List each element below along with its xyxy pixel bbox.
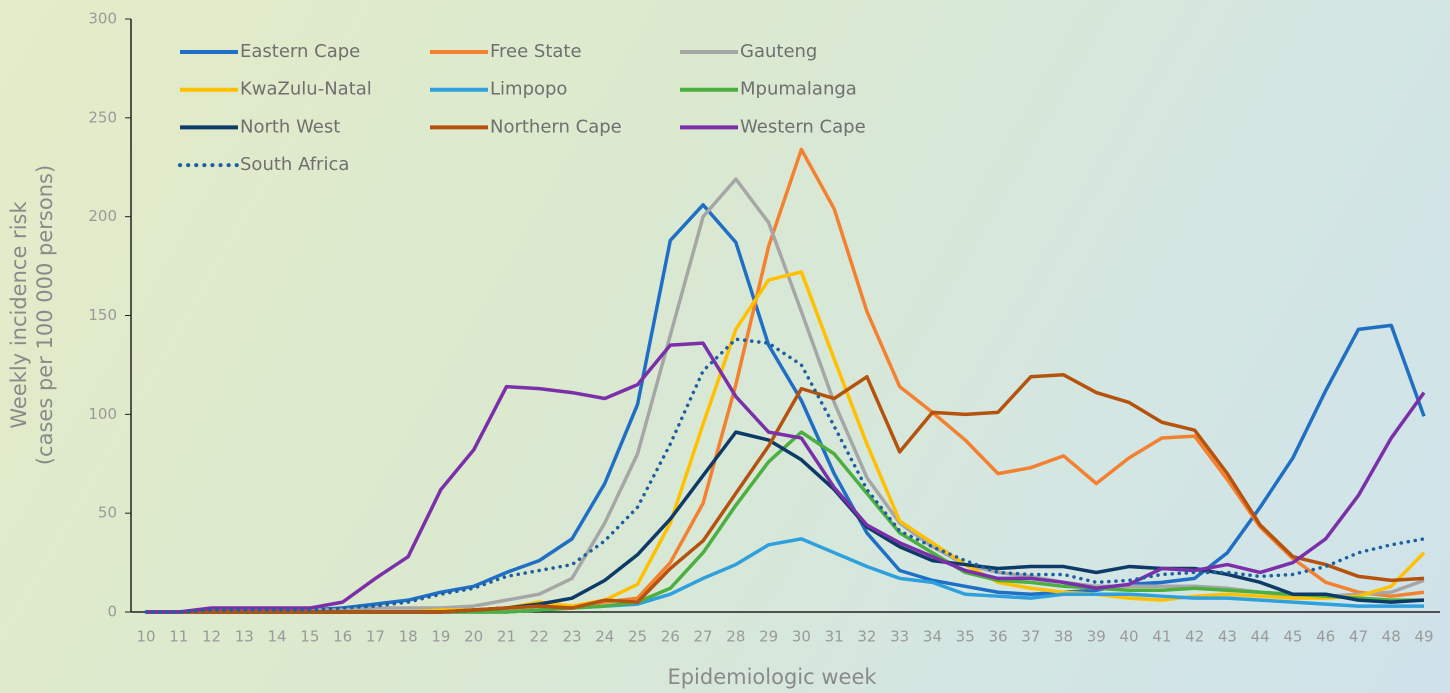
x-tick-label: 42 — [1185, 628, 1204, 646]
series-line — [146, 270, 1426, 614]
y-tick-label: 50 — [98, 504, 117, 522]
x-tick-label: 40 — [1120, 628, 1139, 646]
x-tick-label: 43 — [1218, 628, 1237, 646]
legend-label: Gauteng — [740, 41, 817, 62]
y-tick-label: 0 — [107, 603, 117, 621]
legend-label: Limpopo — [490, 79, 567, 100]
legend-label: North West — [240, 116, 340, 137]
x-tick-label: 44 — [1251, 628, 1270, 646]
x-tick-label: 48 — [1382, 628, 1401, 646]
legend-label: Mpumalanga — [740, 79, 857, 100]
x-tick-label: 41 — [1152, 628, 1171, 646]
y-axis-title: Weekly incidence risk — [7, 201, 31, 429]
x-tick-label: 20 — [464, 628, 483, 646]
x-tick-label: 37 — [1021, 628, 1040, 646]
x-tick-label: 10 — [136, 628, 155, 646]
x-axis-title: Epidemiologic week — [667, 665, 877, 689]
x-tick-label: 29 — [759, 628, 778, 646]
x-tick-label: 35 — [956, 628, 975, 646]
x-tick-label: 47 — [1349, 628, 1368, 646]
y-tick-label: 300 — [88, 10, 117, 28]
x-tick-label: 36 — [988, 628, 1007, 646]
x-tick-label: 17 — [366, 628, 385, 646]
x-tick-label: 23 — [562, 628, 581, 646]
x-tick-label: 14 — [268, 628, 287, 646]
x-tick-label: 18 — [399, 628, 418, 646]
x-tick-label: 16 — [333, 628, 352, 646]
y-tick-label: 100 — [88, 405, 117, 423]
y-axis-title: (cases per 100 000 persons) — [33, 165, 57, 465]
legend-label: Northern Cape — [490, 116, 622, 137]
legend-label: Free State — [490, 41, 582, 62]
x-tick-label: 31 — [825, 628, 844, 646]
x-tick-label: 39 — [1087, 628, 1106, 646]
series-line — [144, 337, 1426, 614]
x-tick-label: 22 — [530, 628, 549, 646]
series-line — [146, 373, 1425, 614]
x-tick-label: 25 — [628, 628, 647, 646]
x-tick-label: 34 — [923, 628, 942, 646]
series-line — [146, 430, 1424, 614]
x-tick-label: 26 — [661, 628, 680, 646]
x-tick-label: 27 — [694, 628, 713, 646]
x-tick-label: 28 — [726, 628, 745, 646]
y-tick-label: 200 — [88, 207, 117, 225]
x-tick-label: 24 — [595, 628, 614, 646]
series-line — [146, 177, 1425, 614]
x-tick-label: 30 — [792, 628, 811, 646]
x-tick-label: 45 — [1283, 628, 1302, 646]
x-tick-label: 38 — [1054, 628, 1073, 646]
x-tick-label: 15 — [300, 628, 319, 646]
y-tick-label: 250 — [88, 108, 117, 126]
x-tick-label: 13 — [235, 628, 254, 646]
legend-label: Western Cape — [740, 116, 866, 137]
series-line — [146, 341, 1426, 614]
x-tick-label: 32 — [857, 628, 876, 646]
x-tick-label: 49 — [1414, 628, 1433, 646]
x-tick-label: 46 — [1316, 628, 1335, 646]
legend-label: Eastern Cape — [240, 41, 360, 62]
x-tick-label: 19 — [431, 628, 450, 646]
x-tick-label: 11 — [169, 628, 188, 646]
x-tick-label: 33 — [890, 628, 909, 646]
x-tick-label: 12 — [202, 628, 221, 646]
series-line — [146, 430, 1425, 614]
legend-label: KwaZulu-Natal — [240, 79, 372, 100]
legend-label: South Africa — [240, 154, 349, 175]
x-tick-label: 21 — [497, 628, 516, 646]
y-tick-label: 150 — [88, 306, 117, 324]
